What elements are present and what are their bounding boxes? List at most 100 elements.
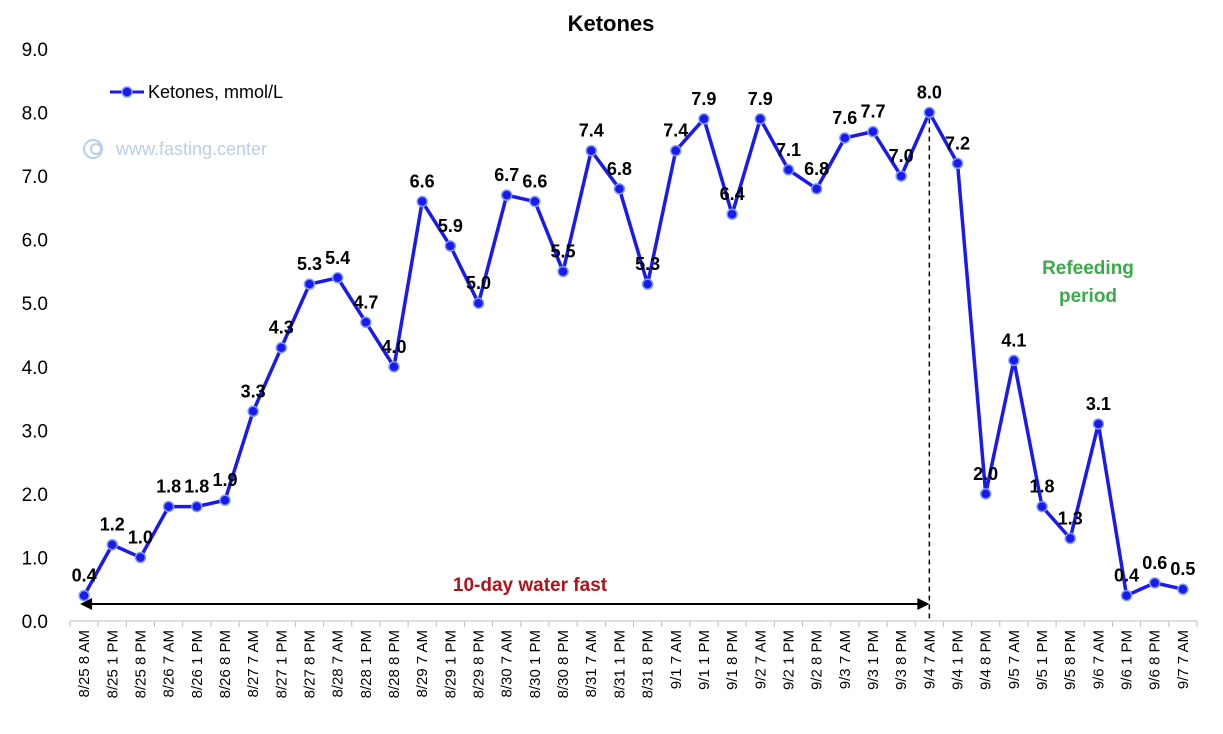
data-point	[1120, 589, 1133, 602]
data-point	[979, 488, 992, 500]
x-tick-label: 9/5 1 PM	[1034, 630, 1051, 690]
x-tick-label: 8/27 7 AM	[245, 630, 262, 698]
data-label: 1.2	[100, 515, 125, 535]
data-label: 7.9	[691, 89, 716, 109]
data-point	[641, 278, 654, 290]
data-point	[331, 272, 344, 284]
data-label: 0.5	[1170, 559, 1195, 579]
refeeding-label-line1: Refeeding	[1042, 258, 1134, 279]
data-label: 5.3	[635, 254, 660, 274]
data-point	[162, 500, 175, 513]
data-point	[1008, 354, 1020, 367]
x-tick-label: 9/6 8 PM	[1147, 630, 1164, 690]
data-point	[275, 341, 288, 354]
annotations: 10-day water fast Refeeding period	[80, 118, 1134, 621]
data-label: 7.6	[832, 108, 857, 128]
data-point	[923, 106, 936, 119]
data-point	[134, 551, 147, 564]
data-label: 3.3	[241, 381, 266, 401]
x-tick-label: 9/4 8 PM	[978, 630, 995, 690]
data-point	[782, 164, 795, 176]
data-label: 4.3	[269, 318, 294, 338]
data-label: 1.3	[1058, 508, 1083, 528]
data-point	[106, 538, 119, 551]
data-label: 8.0	[917, 83, 942, 103]
x-tick-label: 8/28 8 PM	[386, 630, 403, 698]
data-point	[78, 589, 90, 602]
data-labels: 0.41.21.01.8 1.8 1.93.34.35.3 5.44.74.06.65…	[72, 83, 1196, 586]
data-point	[247, 405, 259, 418]
refeeding-label-line2: period	[1059, 286, 1117, 307]
series-line	[82, 110, 1184, 598]
data-label: 5.3	[297, 254, 322, 274]
fasting-center-logo-icon	[83, 139, 103, 159]
data-label: 5.0	[466, 273, 491, 293]
data-point	[529, 195, 541, 208]
x-tick-label: 9/5 8 PM	[1062, 630, 1079, 690]
y-tick-label: 4.0	[22, 358, 48, 379]
data-point	[191, 500, 203, 513]
data-point	[895, 170, 907, 182]
data-label: 1.8	[1030, 477, 1055, 497]
data-label: 0.4	[72, 566, 97, 586]
data-point	[698, 113, 710, 125]
data-point	[500, 189, 513, 201]
series-polyline	[82, 110, 1184, 598]
x-tick-label: 8/29 8 PM	[471, 630, 488, 698]
data-label: 6.7	[494, 165, 519, 185]
x-tick-label: 8/27 8 PM	[301, 630, 318, 698]
x-tick-label: 8/30 7 AM	[499, 630, 516, 698]
x-tick-label: 9/5 7 AM	[1006, 630, 1023, 689]
data-point	[557, 265, 569, 278]
x-tick-label: 9/6 7 AM	[1090, 630, 1107, 689]
chart-title: Ketones	[568, 11, 655, 36]
data-label: 3.1	[1086, 394, 1111, 414]
y-tick-label: 0.0	[22, 612, 48, 633]
y-tick-label: 3.0	[22, 421, 48, 442]
data-point	[388, 361, 400, 373]
data-point	[1036, 500, 1048, 513]
data-label: 4.7	[353, 292, 378, 312]
x-tick-label: 8/28 7 AM	[330, 630, 347, 698]
y-tick-label: 9.0	[22, 40, 48, 61]
fast-period-label: 10-day water fast	[453, 575, 608, 596]
y-tick-label: 5.0	[22, 294, 48, 315]
data-point	[754, 113, 767, 125]
data-point	[1092, 418, 1105, 430]
data-point	[839, 132, 851, 144]
arrow-left-head-icon	[80, 598, 93, 610]
data-point	[303, 278, 316, 290]
data-label: 4.1	[1001, 330, 1026, 350]
data-label: 1.8	[184, 477, 209, 497]
data-point	[867, 125, 879, 138]
data-label: 1.9	[212, 470, 237, 490]
x-tick-label: 9/3 8 PM	[893, 630, 910, 690]
data-point	[585, 144, 597, 157]
data-point	[726, 208, 738, 220]
data-points	[78, 106, 1189, 602]
data-label: 5.9	[438, 216, 463, 236]
axes	[69, 620, 1198, 627]
data-label: 6.8	[607, 159, 632, 179]
watermark: www.fasting.center	[83, 139, 267, 159]
x-tick-label: 9/3 7 AM	[837, 630, 854, 689]
data-label: 6.6	[522, 172, 547, 192]
data-label: 4.0	[381, 337, 406, 357]
data-point	[951, 157, 964, 170]
x-tick-label: 8/26 8 PM	[217, 630, 234, 698]
x-tick-label: 9/2 7 AM	[752, 630, 769, 689]
data-point	[416, 195, 428, 208]
y-tick-label: 1.0	[22, 548, 48, 569]
data-point	[613, 183, 626, 195]
data-point	[1148, 577, 1161, 589]
arrow-right-head-icon	[917, 598, 930, 610]
data-point	[1177, 583, 1189, 595]
x-tick-label: 9/2 1 PM	[780, 630, 797, 690]
x-tick-label: 8/31 7 AM	[583, 630, 600, 698]
legend-marker	[121, 86, 133, 98]
data-label: 7.4	[579, 121, 604, 141]
legend: Ketones, mmol/L	[110, 82, 283, 102]
data-label: 5.5	[551, 241, 576, 261]
x-tick-label: 9/7 7 AM	[1175, 630, 1192, 689]
